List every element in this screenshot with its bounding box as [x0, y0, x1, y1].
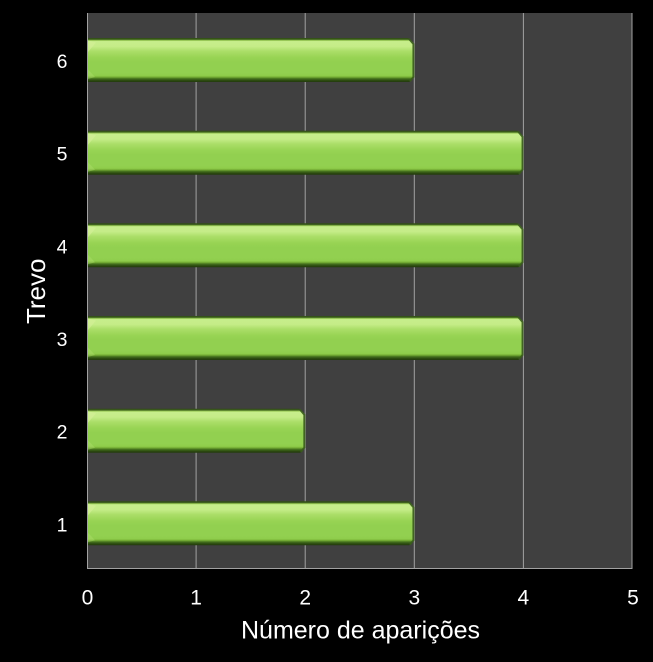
svg-text:1: 1: [190, 587, 202, 610]
svg-text:1: 1: [57, 514, 68, 536]
svg-text:0: 0: [82, 587, 94, 610]
svg-text:Trevo: Trevo: [21, 259, 51, 325]
svg-text:5: 5: [57, 144, 68, 166]
svg-text:2: 2: [299, 587, 311, 610]
svg-text:4: 4: [57, 236, 68, 258]
svg-text:6: 6: [57, 51, 68, 73]
svg-text:4: 4: [518, 587, 530, 610]
svg-text:2: 2: [57, 422, 68, 444]
svg-text:3: 3: [57, 329, 68, 351]
svg-text:Número de aparições: Número de aparições: [241, 617, 480, 645]
svg-text:5: 5: [627, 587, 639, 610]
svg-text:3: 3: [408, 587, 420, 610]
